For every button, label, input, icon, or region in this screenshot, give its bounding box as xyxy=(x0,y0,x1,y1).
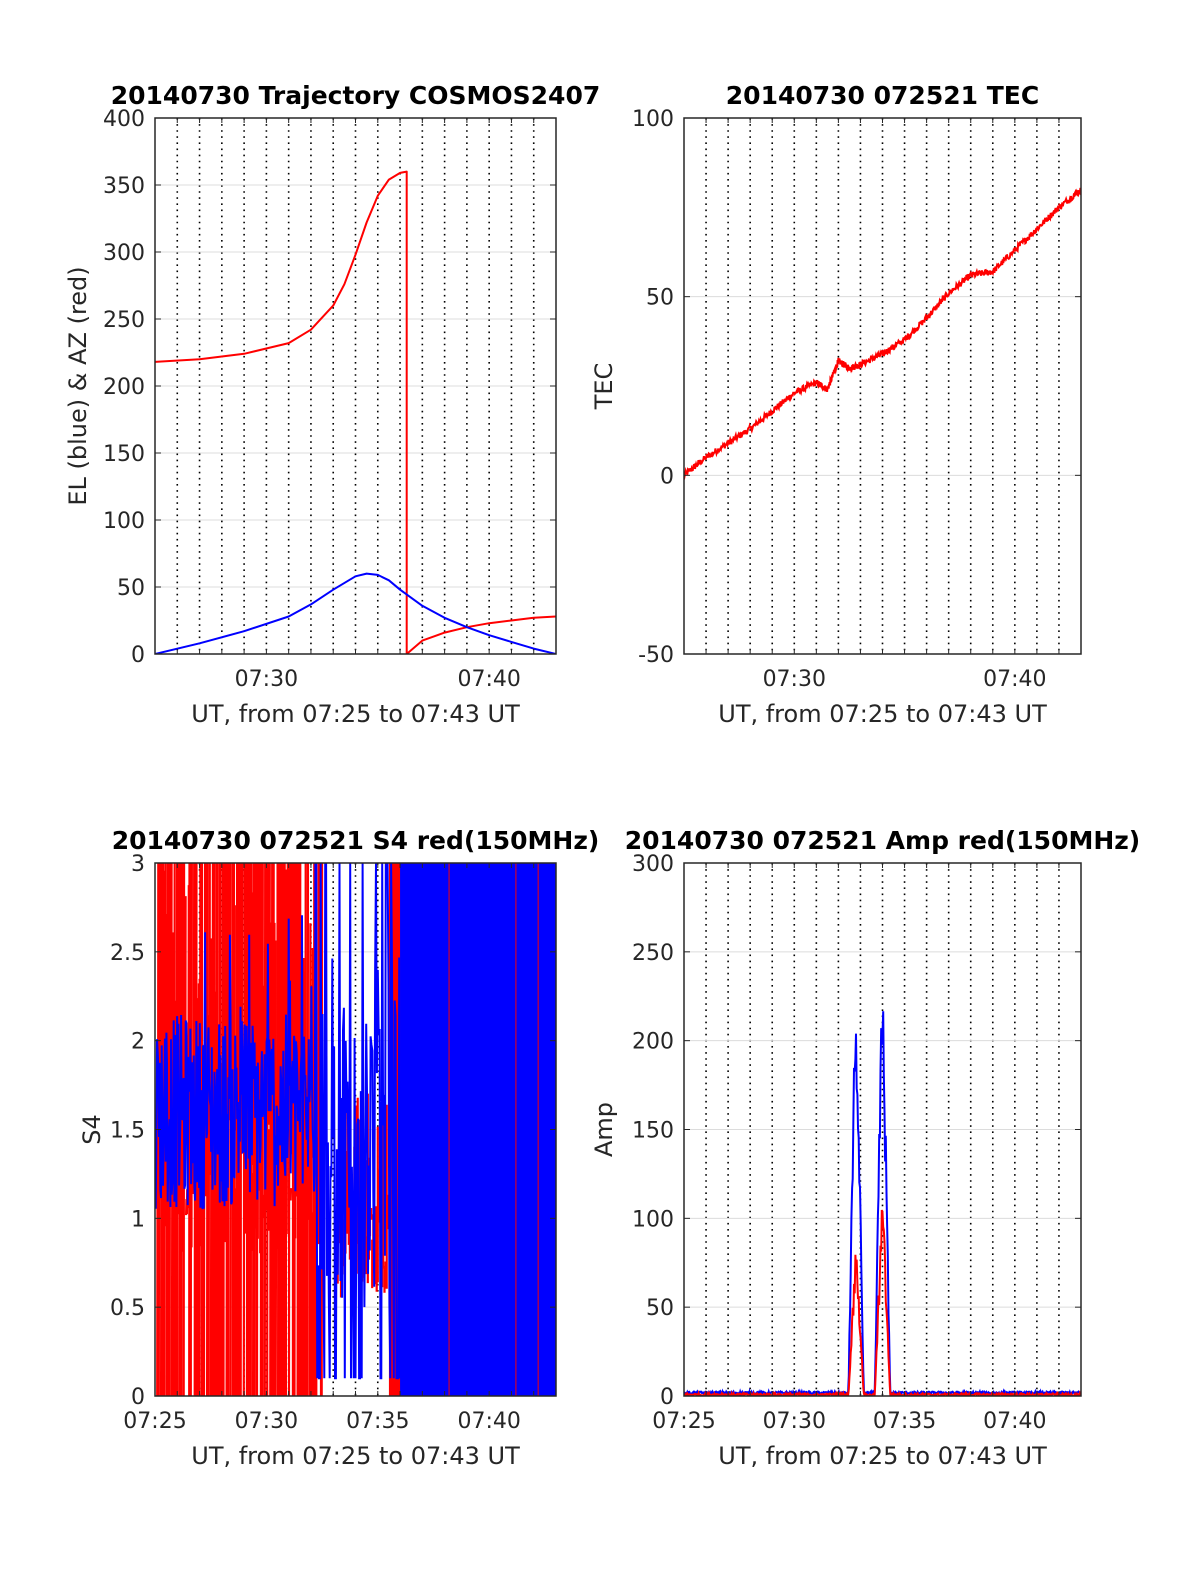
y-tick-label: 0 xyxy=(131,1385,145,1410)
x-tick-label: 07:30 xyxy=(235,667,298,692)
chart-title: 20140730 072521 TEC xyxy=(726,81,1039,110)
y-tick-label: 100 xyxy=(103,509,145,534)
y-tick-label: -50 xyxy=(638,643,674,668)
y-axis-label: Amp xyxy=(590,1102,618,1157)
x-axis-label: UT, from 07:25 to 07:43 UT xyxy=(191,1442,520,1470)
x-axis-label: UT, from 07:25 to 07:43 UT xyxy=(191,700,520,728)
trajectory-plot: 0 50 100 150 200 250 300 350 400 07:30 07:40 201407… xyxy=(64,81,600,728)
x-axis-label: UT, from 07:25 to 07:43 UT xyxy=(718,700,1047,728)
y-tick-label: 300 xyxy=(632,852,674,877)
series-group xyxy=(155,863,556,1396)
x-tick-label: 07:40 xyxy=(983,667,1046,692)
y-tick-label: 300 xyxy=(103,241,145,266)
y-tick-label: 250 xyxy=(103,308,145,333)
y-tick-label: 0 xyxy=(660,1385,674,1410)
y-tick-label: 150 xyxy=(103,442,145,467)
series-group xyxy=(684,187,1081,480)
y-axis-label: EL (blue) & AZ (red) xyxy=(64,266,92,505)
chart-title: 20140730 072521 Amp red(150MHz) xyxy=(625,826,1141,855)
y-tick-label: 1.5 xyxy=(110,1119,145,1144)
y-tick-label: 0 xyxy=(131,643,145,668)
y-tick-label: 50 xyxy=(117,576,145,601)
s4-plot: 0 0.5 1 1.5 2 2.5 3 07:25 07:30 07:35 07:40 2014073… xyxy=(78,826,599,1470)
x-axis-label: UT, from 07:25 to 07:43 UT xyxy=(718,1442,1047,1470)
y-tick-label: 200 xyxy=(103,375,145,400)
y-tick-label: 2.5 xyxy=(110,941,145,966)
x-tick-label: 07:30 xyxy=(763,667,826,692)
y-tick-label: 0.5 xyxy=(110,1296,145,1321)
chart-title: 20140730 072521 S4 red(150MHz) xyxy=(112,826,600,855)
tec-series-line xyxy=(684,187,1081,480)
y-tick-label: 100 xyxy=(632,1207,674,1232)
tec-plot: -50 0 50 100 07:30 07:40 20140730 072521 TEC UT… xyxy=(590,81,1082,728)
x-tick-label: 07:25 xyxy=(652,1409,715,1434)
y-axis-label: TEC xyxy=(590,363,618,411)
y-tick-label: 400 xyxy=(103,107,145,132)
y-tick-label: 50 xyxy=(646,286,674,311)
y-tick-label: 1 xyxy=(131,1207,145,1232)
s4-blue-dense-region xyxy=(400,863,556,1396)
azimuth-series-line xyxy=(155,170,556,654)
x-tick-label: 07:25 xyxy=(123,1409,186,1434)
x-tick-label: 07:40 xyxy=(457,667,520,692)
y-tick-label: 200 xyxy=(632,1030,674,1055)
x-tick-label: 07:40 xyxy=(983,1409,1046,1434)
y-axis-label: S4 xyxy=(78,1114,106,1145)
y-tick-label: 350 xyxy=(103,174,145,199)
y-tick-label: 0 xyxy=(660,464,674,489)
x-tick-label: 07:30 xyxy=(235,1409,298,1434)
elevation-series-line xyxy=(155,572,556,654)
s4-blue-series xyxy=(155,863,402,1380)
y-tick-label: 2 xyxy=(131,1030,145,1055)
y-tick-label: 50 xyxy=(646,1296,674,1321)
x-tick-label: 07:35 xyxy=(873,1409,936,1434)
series-group xyxy=(155,170,556,654)
y-tick-label: 250 xyxy=(632,941,674,966)
x-tick-label: 07:40 xyxy=(457,1409,520,1434)
chart-title: 20140730 Trajectory COSMOS2407 xyxy=(111,81,601,110)
y-tick-label: 150 xyxy=(632,1119,674,1144)
amp-plot: 0 50 100 150 200 250 300 07:25 07:30 07:35 07:40 20… xyxy=(590,826,1140,1470)
x-tick-label: 07:35 xyxy=(346,1409,409,1434)
y-tick-label: 3 xyxy=(131,852,145,877)
y-tick-label: 100 xyxy=(632,107,674,132)
x-tick-label: 07:30 xyxy=(763,1409,826,1434)
